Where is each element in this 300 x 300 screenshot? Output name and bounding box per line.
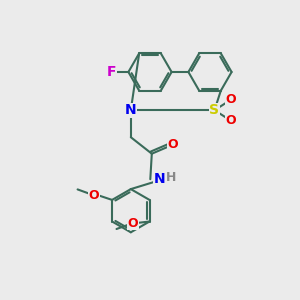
Text: N: N [154, 172, 165, 186]
Text: O: O [167, 138, 178, 151]
Text: O: O [89, 189, 99, 202]
Text: S: S [209, 103, 220, 117]
Text: F: F [107, 65, 117, 79]
Text: O: O [226, 93, 236, 106]
Text: O: O [128, 217, 138, 230]
Text: H: H [166, 171, 176, 184]
Text: N: N [125, 103, 136, 117]
Text: O: O [226, 114, 236, 127]
